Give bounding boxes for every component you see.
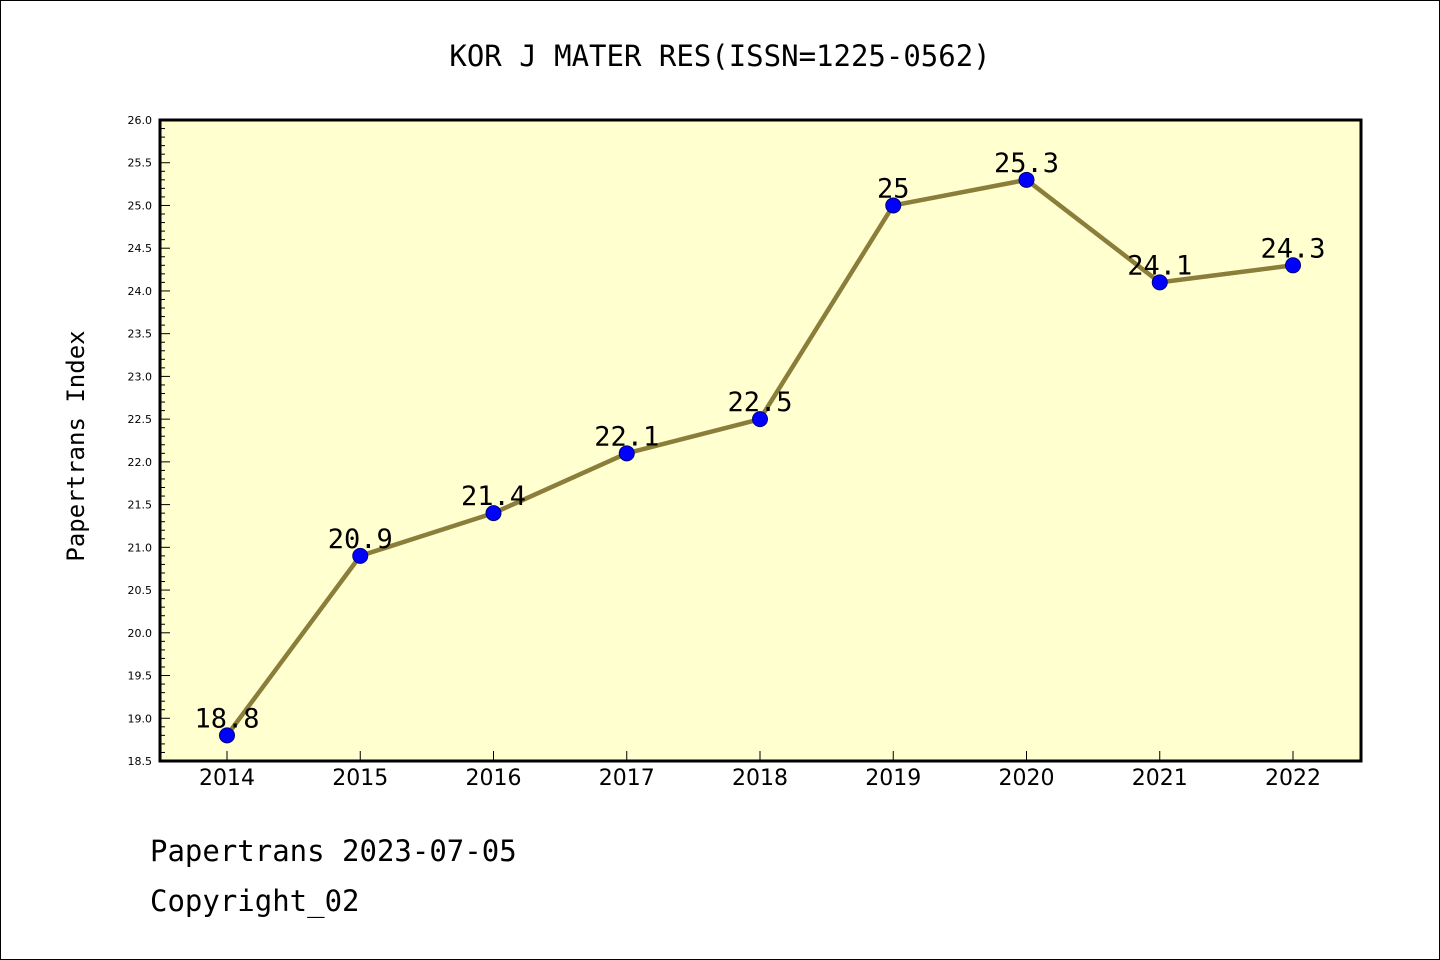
y-tick-label: 22.5	[128, 413, 153, 426]
data-point-2022	[1285, 257, 1301, 274]
y-tick-label: 19.0	[128, 712, 153, 725]
x-tick-label: 2015	[332, 766, 388, 791]
y-tick-label: 23.5	[128, 328, 153, 341]
data-label-2019: 25	[877, 173, 910, 204]
data-point-2018	[752, 411, 768, 428]
y-tick-label: 18.5	[128, 755, 153, 768]
data-label-2018: 22.5	[727, 387, 792, 418]
y-tick-label: 23.0	[128, 370, 153, 383]
y-tick-label: 24.0	[128, 285, 153, 298]
data-label-2015: 20.9	[328, 524, 393, 555]
y-tick-label: 21.0	[128, 541, 153, 554]
data-point-2015	[352, 547, 369, 564]
y-tick-label: 20.0	[128, 627, 153, 640]
data-labels: 18.8 20.9 21.4 22.1 22.5 25 25.3 24.1 24.3	[194, 148, 1325, 735]
y-tick-label: 21.5	[128, 499, 153, 512]
x-tick-label: 2022	[1265, 766, 1321, 791]
data-label-2016: 21.4	[461, 481, 526, 512]
x-tick-label: 2020	[999, 766, 1055, 791]
data-point-2014	[219, 727, 235, 744]
y-tick-label: 19.5	[128, 670, 153, 683]
x-tick-label: 2021	[1132, 766, 1188, 791]
data-label-2022: 24.3	[1260, 233, 1325, 264]
y-tick-label: 25.5	[128, 157, 153, 170]
y-tick-label: 25.0	[128, 199, 153, 212]
footer-date: Papertrans 2023-07-05	[150, 834, 517, 868]
x-tick-label: 2019	[865, 766, 921, 791]
data-label-2017: 22.1	[594, 421, 659, 452]
chart-title: KOR J MATER RES(ISSN=1225-0562)	[449, 39, 990, 73]
x-axis-ticks: 2014 2015 2016 2017 2018 2019 2020 2021 2022	[199, 751, 1321, 791]
data-label-2014: 18.8	[194, 703, 259, 734]
x-tick-label: 2014	[199, 766, 255, 791]
data-label-2020: 25.3	[994, 148, 1059, 179]
y-tick-label: 26.0	[128, 114, 153, 127]
y-axis-label: Papertrans Index	[62, 330, 90, 561]
footer-copyright: Copyright_02	[150, 884, 360, 918]
data-label-2021: 24.1	[1127, 250, 1192, 281]
x-tick-label: 2018	[732, 766, 788, 791]
x-tick-label: 2016	[466, 766, 522, 791]
data-point-2019	[885, 197, 902, 214]
y-tick-label: 22.0	[128, 456, 153, 469]
data-point-2017	[618, 445, 635, 462]
y-tick-label: 20.5	[128, 584, 153, 597]
data-markers	[219, 171, 1301, 744]
data-point-2021	[1151, 274, 1168, 291]
y-axis-ticks: 18.5 19.0 19.5 20.0 20.5 21.0 21.5 22.0 22.5 23.0…	[128, 114, 170, 768]
plot-area	[158, 118, 1363, 763]
y-tick-label: 24.5	[128, 242, 153, 255]
data-point-2016	[485, 505, 502, 522]
x-tick-label: 2017	[599, 766, 655, 791]
data-point-2020	[1018, 171, 1035, 188]
